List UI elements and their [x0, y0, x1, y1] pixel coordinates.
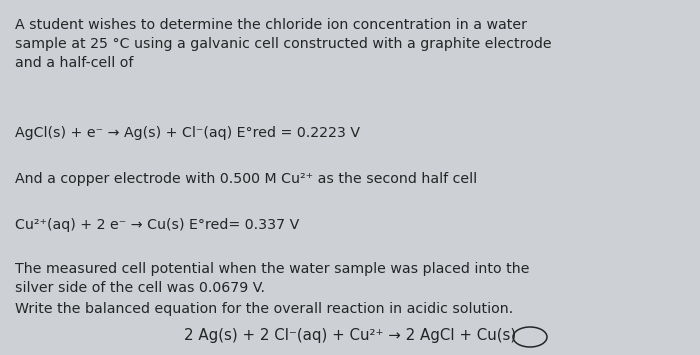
Text: A student wishes to determine the chloride ion concentration in a water
sample a: A student wishes to determine the chlori…	[15, 18, 552, 70]
Text: And a copper electrode with 0.500 M Cu²⁺ as the second half cell: And a copper electrode with 0.500 M Cu²⁺…	[15, 172, 477, 186]
Text: The measured cell potential when the water sample was placed into the
silver sid: The measured cell potential when the wat…	[15, 262, 529, 295]
Text: Cu²⁺(aq) + 2 e⁻ → Cu(s) E°red= 0.337 V: Cu²⁺(aq) + 2 e⁻ → Cu(s) E°red= 0.337 V	[15, 218, 300, 232]
Text: AgCl(s) + e⁻ → Ag(s) + Cl⁻(aq) E°red = 0.2223 V: AgCl(s) + e⁻ → Ag(s) + Cl⁻(aq) E°red = 0…	[15, 126, 360, 140]
Text: Write the balanced equation for the overall reaction in acidic solution.: Write the balanced equation for the over…	[15, 302, 513, 316]
Text: 2 Ag(s) + 2 Cl⁻(aq) + Cu²⁺ → 2 AgCl + Cu(s): 2 Ag(s) + 2 Cl⁻(aq) + Cu²⁺ → 2 AgCl + Cu…	[184, 328, 516, 343]
